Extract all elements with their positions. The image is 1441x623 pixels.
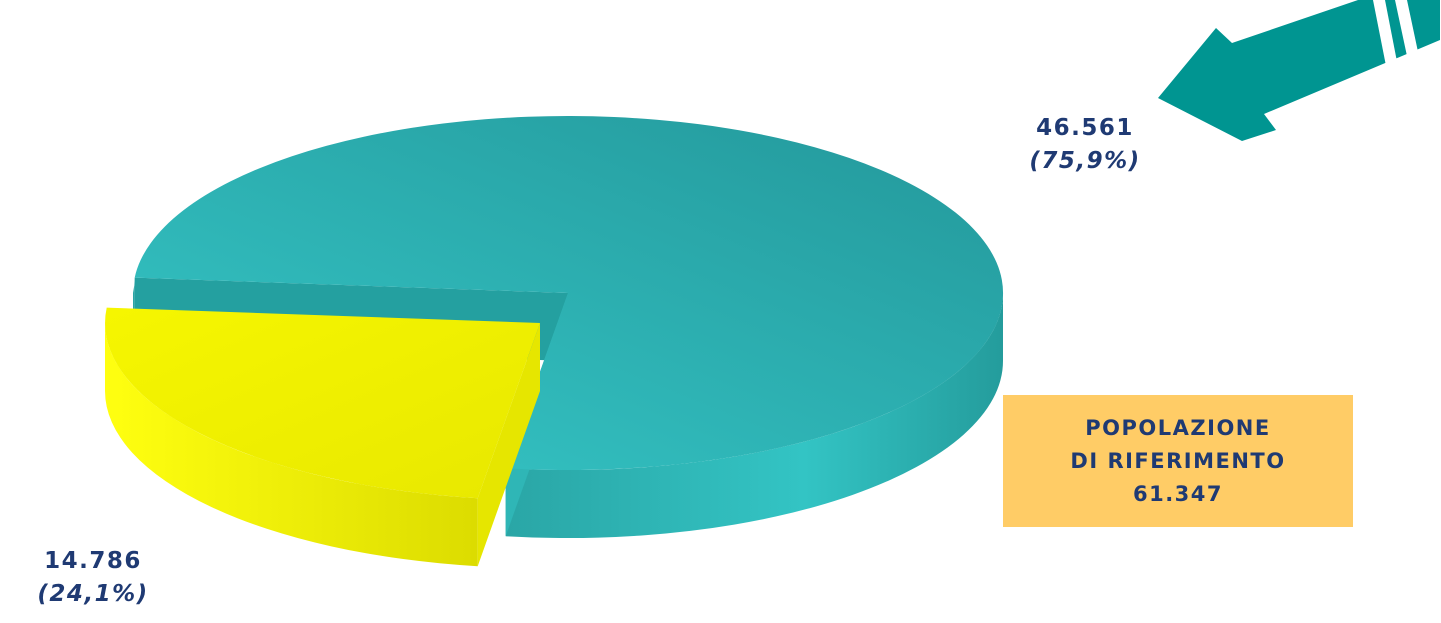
slice-side-majority — [505, 293, 1003, 539]
slice-top-minority — [105, 307, 540, 499]
total-value: 61.347 — [1132, 481, 1224, 506]
total-label-line1: POPOLAZIONE — [1085, 415, 1271, 440]
pointer-arrow-icon — [1158, 0, 1440, 141]
total-population-box: POPOLAZIONE DI RIFERIMENTO 61.347 — [1003, 395, 1353, 527]
slice-side-minority — [104, 323, 478, 567]
slice-top-majority — [134, 116, 1004, 471]
slice-value-minority: 14.786 — [44, 548, 142, 574]
slice-value-majority: 46.561 — [1036, 115, 1134, 141]
slice-cut-wall-minority — [477, 323, 540, 567]
slice-label-majority: 46.561 (75,9%) — [1000, 112, 1170, 178]
slice-label-minority: 14.786 (24,1%) — [8, 545, 178, 611]
slice-percent-minority: (24,1%) — [37, 581, 149, 607]
total-label-line2: DI RIFERIMENTO — [1070, 448, 1286, 473]
arrow-stripes — [1373, 0, 1421, 76]
slice-percent-majority: (75,9%) — [1029, 148, 1141, 174]
